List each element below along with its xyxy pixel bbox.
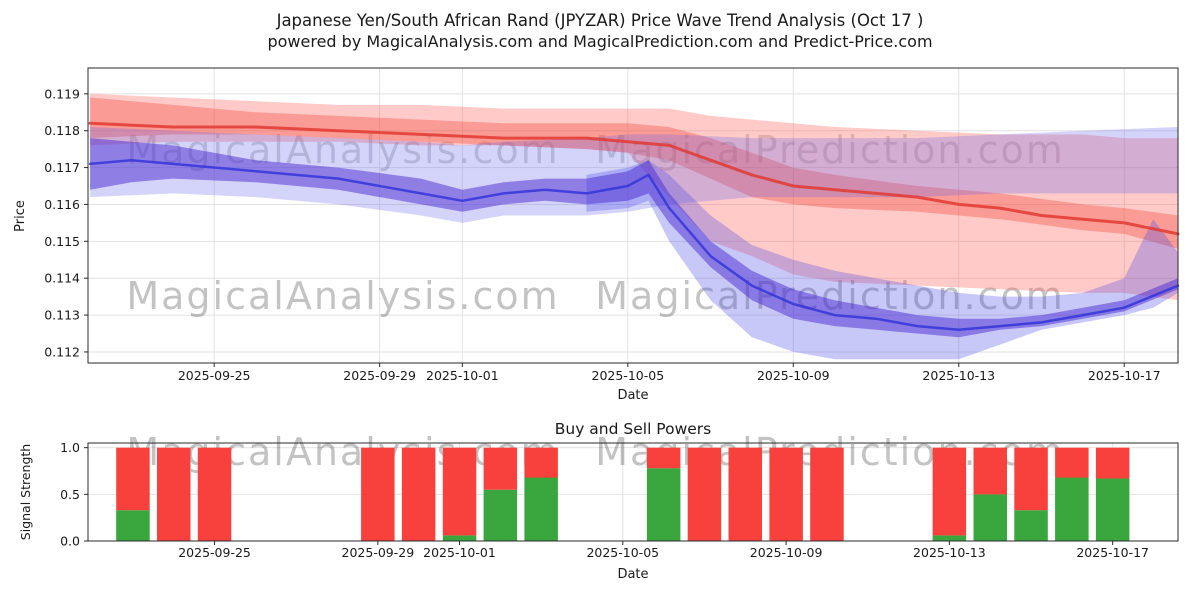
x-tick-label: 2025-10-01: [423, 545, 496, 560]
signal-chart-title: Buy and Sell Powers: [555, 420, 712, 438]
buy-bar: [973, 494, 1007, 541]
buy-bar: [1055, 477, 1089, 541]
signal-bars: [116, 447, 1130, 541]
sell-bar: [361, 447, 395, 541]
sell-bar: [157, 447, 191, 541]
buy-bar: [116, 510, 150, 541]
sell-bar: [973, 447, 1007, 495]
watermark-text: MagicalAnalysis.com: [126, 274, 559, 318]
blue-core-band: [90, 138, 1179, 338]
blue-fan-band: [586, 160, 1178, 360]
y-tick-label: 0.115: [44, 234, 80, 249]
sell-bar: [810, 447, 844, 541]
y-tick-label: 0.0: [60, 534, 80, 549]
red-trend-line: [88, 121, 1180, 236]
y-tick-label: 0.119: [44, 86, 80, 101]
plot-border: [87, 442, 1179, 542]
price-watermarks: MagicalAnalysis.com MagicalPrediction.com…: [126, 128, 1065, 318]
sell-bar: [442, 447, 477, 536]
red-outer-band: [90, 93, 1179, 301]
sell-bar: [769, 447, 803, 541]
sell-bar: [1055, 447, 1089, 478]
price-chart-title: Japanese Yen/South African Rand (JPYZAR)…: [276, 11, 924, 30]
sell-bar: [524, 447, 558, 478]
buy-bar: [442, 535, 477, 541]
sell-bar: [1095, 447, 1130, 479]
buy-bar: [1014, 510, 1048, 541]
signal-axes: 2025-09-25 2025-09-29 2025-10-01 2025-10-05…: [60, 440, 1179, 560]
sell-bar: [197, 447, 232, 541]
buy-bar: [932, 535, 967, 541]
price-bands: [90, 93, 1179, 360]
x-tick-label: 2025-09-25: [178, 545, 251, 560]
watermark-text: MagicalPrediction.com: [595, 128, 1065, 172]
red-inner-band: [90, 97, 1179, 249]
x-tick-label: 2025-10-01: [426, 368, 499, 383]
x-tick-label: 2025-09-25: [178, 368, 251, 383]
sell-bar: [401, 447, 436, 541]
y-tick-label: 0.118: [44, 123, 80, 138]
buy-bar: [483, 489, 518, 541]
signal-y-axis-label: Signal Strength: [18, 444, 33, 540]
sell-bar: [932, 447, 967, 536]
y-tick-label: 1.0: [60, 440, 80, 455]
x-tick-label: 2025-10-17: [1076, 545, 1149, 560]
x-tick-label: 2025-10-05: [592, 368, 665, 383]
sell-bar: [728, 447, 762, 541]
x-tick-label: 2025-10-05: [586, 545, 659, 560]
buy-bar: [1095, 478, 1130, 541]
sell-bar: [1014, 447, 1048, 511]
x-tick-label: 2025-09-29: [342, 545, 415, 560]
x-tick-label: 2025-10-13: [913, 545, 986, 560]
x-tick-label: 2025-10-09: [757, 368, 830, 383]
x-tick-label: 2025-10-17: [1088, 368, 1161, 383]
blue-trend-line: [88, 158, 1180, 332]
buy-bar: [646, 468, 681, 541]
price-grid: [88, 68, 1178, 363]
plot-border: [87, 67, 1179, 364]
y-tick-label: 0.112: [44, 344, 80, 359]
y-tick-label: 0.117: [44, 160, 80, 175]
price-chart-subtitle: powered by MagicalAnalysis.com and Magic…: [267, 32, 932, 51]
signal-x-axis-label: Date: [617, 567, 648, 582]
y-tick-label: 0.114: [44, 271, 80, 286]
y-tick-label: 0.5: [60, 487, 80, 502]
buy-bar: [524, 477, 558, 541]
x-tick-label: 2025-10-13: [922, 368, 995, 383]
price-axes: 2025-09-25 2025-09-29 2025-10-01 2025-10-05…: [44, 67, 1179, 383]
price-x-axis-label: Date: [617, 388, 648, 403]
y-tick-label: 0.113: [44, 308, 80, 323]
sell-bar: [687, 447, 722, 541]
y-tick-label: 0.116: [44, 197, 80, 212]
sell-bar: [646, 447, 681, 469]
price-lines: [88, 121, 1180, 332]
x-tick-label: 2025-10-09: [750, 545, 823, 560]
sell-bar: [116, 447, 150, 511]
sell-bar: [483, 447, 518, 490]
price-y-axis-label: Price: [13, 200, 28, 232]
x-tick-label: 2025-09-29: [343, 368, 416, 383]
